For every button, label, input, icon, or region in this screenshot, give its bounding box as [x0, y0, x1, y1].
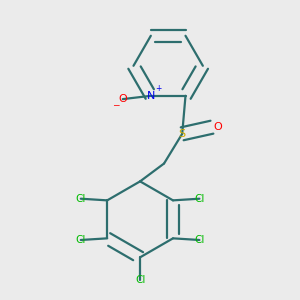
Text: Cl: Cl	[76, 235, 86, 245]
Text: S: S	[178, 129, 186, 139]
Text: Cl: Cl	[194, 235, 205, 245]
Text: Cl: Cl	[194, 194, 205, 204]
Text: −: −	[112, 100, 119, 109]
Text: O: O	[214, 122, 222, 132]
Text: O: O	[118, 94, 127, 104]
Text: Cl: Cl	[76, 194, 86, 204]
Text: +: +	[155, 84, 161, 93]
Text: Cl: Cl	[135, 275, 145, 285]
Text: N: N	[147, 91, 155, 101]
